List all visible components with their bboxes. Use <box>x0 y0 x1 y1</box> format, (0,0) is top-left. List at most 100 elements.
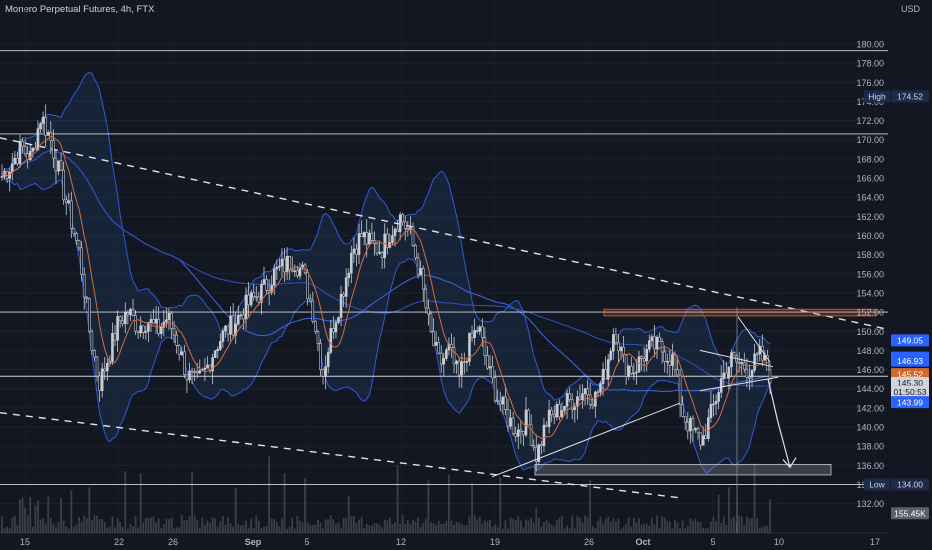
candle-body <box>627 365 631 377</box>
volume-bar <box>126 528 129 533</box>
candle-body <box>162 321 166 328</box>
volume-bar <box>658 527 661 533</box>
candle-body <box>650 336 654 342</box>
volume-bar <box>599 516 602 533</box>
volume-bar <box>232 526 235 533</box>
drawings[interactable] <box>491 307 877 533</box>
volume-bar <box>591 526 594 533</box>
volume-bar <box>401 515 404 533</box>
price-label-box <box>891 354 929 367</box>
candle-body <box>123 312 127 325</box>
candle-body <box>473 330 476 338</box>
volume-bar <box>594 528 597 533</box>
price-label-box <box>891 385 929 398</box>
candle-body <box>439 352 443 365</box>
lower-band <box>1 175 771 474</box>
candle-body <box>750 369 754 378</box>
candle-body <box>622 346 625 355</box>
x-tick-label: 26 <box>584 537 594 547</box>
volume-bar <box>21 497 24 533</box>
volume-bar <box>496 527 499 533</box>
volume-bar <box>219 520 222 533</box>
volume-bar <box>152 516 155 533</box>
volume-bar <box>39 519 42 533</box>
candle-body <box>488 366 492 369</box>
volume-bar <box>239 525 242 533</box>
volume-bar <box>265 526 268 533</box>
candle-body <box>126 312 130 316</box>
price-axis[interactable]: 180.00178.00176.00174.00172.00170.00168.… <box>856 39 884 509</box>
candle-body <box>586 388 589 396</box>
volume-bar <box>697 522 699 533</box>
pennant-top <box>737 316 771 363</box>
volume-bar <box>406 520 409 533</box>
volume-bar <box>597 520 599 533</box>
candle-body <box>434 342 438 346</box>
volume-bar <box>540 526 543 533</box>
candle-body <box>699 432 702 446</box>
volume-bar <box>263 526 265 533</box>
candle-body <box>606 359 610 380</box>
volume-bar <box>745 516 748 533</box>
candle-body <box>154 318 158 324</box>
volume-bar <box>150 517 152 533</box>
volume-bar <box>8 527 11 533</box>
volume-bar <box>340 528 342 533</box>
candle-body <box>714 401 718 405</box>
volume-bar <box>368 525 371 533</box>
volume-bar <box>283 473 286 533</box>
candle-body <box>385 233 389 248</box>
candle-body <box>768 369 772 384</box>
candle-body <box>224 325 227 332</box>
volume-bar <box>553 525 556 533</box>
candle-body <box>234 323 238 336</box>
candle-body <box>41 116 45 124</box>
volume-bar <box>83 515 86 533</box>
volume-bar <box>609 521 612 533</box>
volume-bar <box>617 518 620 533</box>
volume-bar <box>270 518 273 533</box>
price-label-value: 146.93 <box>897 356 923 366</box>
volume-bar <box>573 528 576 533</box>
candle-body <box>316 331 320 344</box>
volume-bar <box>679 527 682 533</box>
volume-bar <box>489 519 491 533</box>
candle-body <box>10 163 14 173</box>
volume-bar <box>281 518 283 533</box>
candle-body <box>147 322 150 332</box>
candle-body <box>342 293 345 297</box>
candle-body <box>540 444 543 447</box>
candle-body <box>645 348 649 362</box>
candle-body <box>552 414 556 418</box>
volume-bar <box>473 515 476 533</box>
volume-bar <box>62 520 65 533</box>
volume-bar <box>668 521 671 533</box>
candle-body <box>344 277 348 297</box>
candle-body <box>244 294 248 320</box>
volume-bar <box>743 524 746 533</box>
trend-lines <box>0 50 888 499</box>
candle-body <box>144 331 148 333</box>
candle-body <box>95 356 99 377</box>
candle-body <box>614 334 618 344</box>
candle-body <box>624 354 628 377</box>
volume-bar <box>37 500 39 533</box>
candle-body <box>296 270 299 277</box>
candle-body <box>321 369 325 377</box>
candle-body <box>534 446 538 462</box>
y-tick-label: 178.00 <box>856 59 884 69</box>
volume-bar <box>563 528 566 533</box>
candle-body <box>275 266 279 270</box>
volume-bar <box>47 496 50 533</box>
arrow-head <box>782 457 797 469</box>
candle-body <box>231 315 235 336</box>
volume-bar <box>355 523 358 533</box>
time-axis[interactable]: 15 22 26 Sep 5 12 19 26 Oct 5 10 17 <box>20 537 880 547</box>
volume-bar <box>108 526 111 533</box>
volume-bar <box>740 516 743 533</box>
candle-body <box>486 355 489 369</box>
candle-body <box>70 200 73 229</box>
volume-bar <box>342 517 345 533</box>
volume-bar <box>466 525 468 533</box>
